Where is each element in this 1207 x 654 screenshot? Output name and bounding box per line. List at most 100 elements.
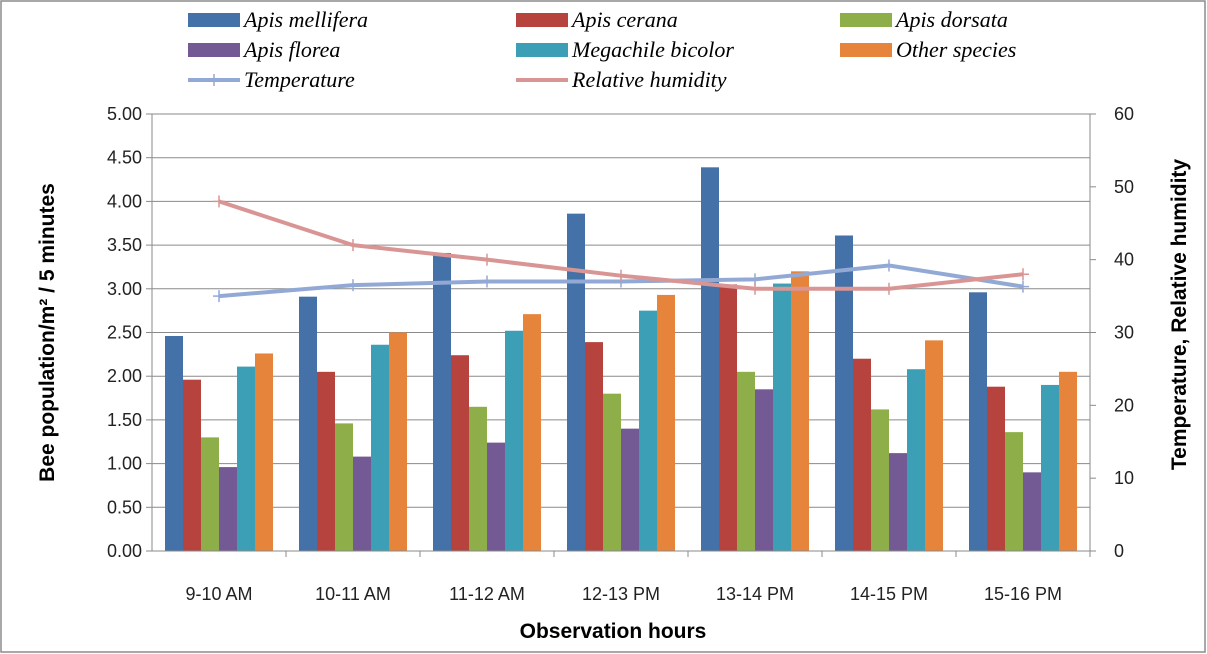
bar-apis-florea <box>487 442 505 551</box>
legend-label: Relative humidity <box>571 67 727 92</box>
point-relative-humidity <box>347 239 359 252</box>
y-tick-label: 0.00 <box>107 541 142 561</box>
bar-apis-dorsata <box>201 437 219 551</box>
bar-other-species <box>925 340 943 551</box>
x-tick-label: 15-16 PM <box>984 584 1062 604</box>
bar-apis-dorsata <box>335 423 353 551</box>
legend-item-apis-cerana: Apis cerana <box>516 7 678 32</box>
legend-swatch <box>516 13 568 27</box>
point-relative-humidity <box>883 282 895 295</box>
y-axis-title: Bee population/m² / 5 minutes <box>36 183 59 482</box>
legend-label: Apis mellifera <box>242 7 368 32</box>
bar-other-species <box>1059 371 1077 551</box>
bar-other-species <box>657 294 675 551</box>
axes-layer: 0.00 0.50 1.00 1.50 2.00 2.50 3.00 3.50 4.00 4.50… <box>107 104 1134 604</box>
y2-tick-label: 20 <box>1114 395 1134 415</box>
legend-label: Megachile bicolor <box>571 37 734 62</box>
bar-apis-cerana <box>183 379 201 551</box>
legend-label: Temperature <box>244 67 355 92</box>
bar-other-species <box>255 353 273 551</box>
legend-item-temperature: Temperature <box>188 67 355 92</box>
point-relative-humidity <box>213 195 225 208</box>
legend-item-relative-humidity: Relative humidity <box>516 67 727 92</box>
y2-tick-label: 40 <box>1114 250 1134 270</box>
bar-apis-florea <box>621 428 639 551</box>
bar-apis-cerana <box>317 371 335 551</box>
bar-apis-cerana <box>451 355 469 551</box>
y2-tick-label: 50 <box>1114 177 1134 197</box>
legend-item-apis-dorsata: Apis dorsata <box>840 7 1008 32</box>
bar-apis-dorsata <box>737 371 755 551</box>
x-tick-label: 13-14 PM <box>716 584 794 604</box>
legend-label: Other species <box>896 37 1016 62</box>
legend-swatch <box>188 13 240 27</box>
bar-apis-dorsata <box>469 406 487 551</box>
y-tick-label: 3.50 <box>107 235 142 255</box>
point-relative-humidity <box>749 282 761 295</box>
point-relative-humidity <box>481 253 493 266</box>
y-tick-label: 5.00 <box>107 104 142 124</box>
bar-apis-cerana <box>719 284 737 551</box>
point-temperature <box>1017 280 1029 293</box>
point-relative-humidity <box>615 269 627 282</box>
bar-megachile-bicolor <box>773 283 791 551</box>
point-temperature <box>347 279 359 292</box>
bar-apis-cerana <box>987 386 1005 551</box>
bar-apis-mellifera <box>969 292 987 551</box>
y-tick-label: 3.00 <box>107 279 142 299</box>
legend-item-other-species: Other species <box>840 37 1016 62</box>
legend-label: Apis dorsata <box>894 7 1008 32</box>
legend-item-apis-florea: Apis florea <box>188 37 340 62</box>
bar-apis-mellifera <box>433 252 451 551</box>
bar-other-species <box>523 314 541 551</box>
legend-swatch <box>516 43 568 57</box>
bar-apis-florea <box>1023 472 1041 551</box>
point-relative-humidity <box>1017 268 1029 281</box>
bar-apis-mellifera <box>165 335 183 551</box>
bar-apis-dorsata <box>1005 432 1023 551</box>
bar-apis-cerana <box>853 358 871 551</box>
y-tick-label: 0.50 <box>107 497 142 517</box>
bar-other-species <box>791 271 809 551</box>
legend-swatch <box>840 13 892 27</box>
bar-apis-florea <box>755 389 773 551</box>
legend-swatch <box>840 43 892 57</box>
bar-apis-mellifera <box>701 167 719 551</box>
bar-megachile-bicolor <box>639 310 657 551</box>
legend: Apis mellifera Apis cerana Apis dorsata Api… <box>188 7 1016 92</box>
bar-megachile-bicolor <box>371 344 389 551</box>
y2-axis-title: Temperature, Relative humidity <box>1168 159 1191 471</box>
y-tick-label: 2.00 <box>107 366 142 386</box>
y2-tick-label: 10 <box>1114 468 1134 488</box>
x-tick-label: 10-11 AM <box>315 584 391 604</box>
bar-apis-dorsata <box>603 393 621 551</box>
bar-apis-florea <box>219 467 237 551</box>
legend-label: Apis cerana <box>570 7 678 32</box>
x-axis-title: Observation hours <box>520 620 707 643</box>
bar-other-species <box>389 332 407 551</box>
y2-tick-label: 30 <box>1114 323 1134 343</box>
bar-megachile-bicolor <box>907 369 925 551</box>
bar-apis-mellifera <box>835 235 853 551</box>
bar-apis-cerana <box>585 342 603 551</box>
point-temperature <box>883 259 895 272</box>
bar-megachile-bicolor <box>1041 384 1059 551</box>
lines-layer <box>213 195 1029 303</box>
legend-swatch <box>188 43 240 57</box>
bar-apis-mellifera <box>299 296 317 551</box>
y-tick-label: 1.00 <box>107 454 142 474</box>
bar-megachile-bicolor <box>237 366 255 551</box>
legend-label: Apis florea <box>242 37 340 62</box>
y2-tick-label: 60 <box>1114 104 1134 124</box>
x-tick-label: 9-10 AM <box>185 584 252 604</box>
legend-item-megachile-bicolor: Megachile bicolor <box>516 37 734 62</box>
bar-megachile-bicolor <box>505 330 523 551</box>
y-tick-label: 1.50 <box>107 410 142 430</box>
legend-item-apis-mellifera: Apis mellifera <box>188 7 368 32</box>
bar-apis-florea <box>353 456 371 551</box>
y2-tick-label: 0 <box>1114 541 1124 561</box>
bar-apis-florea <box>889 453 907 551</box>
